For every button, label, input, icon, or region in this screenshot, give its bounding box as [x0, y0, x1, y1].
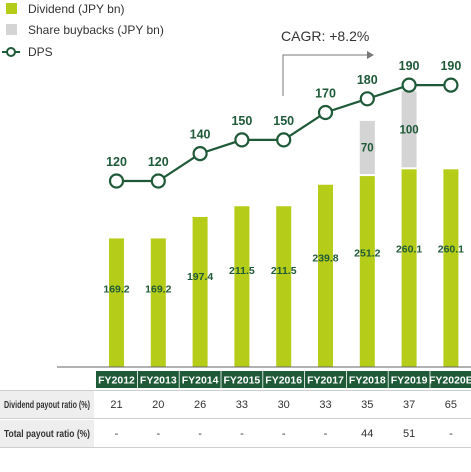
category-tick-label: FY2014 — [182, 375, 219, 387]
table-cell: 26 — [194, 399, 206, 411]
dividend-bar — [150, 238, 166, 367]
category-tick-bg — [221, 371, 263, 388]
category-tick-label: FY2017 — [307, 375, 344, 387]
legend-buyback-swatch — [6, 24, 17, 35]
dividend-bar — [234, 206, 250, 367]
table-cell: 20 — [152, 399, 164, 411]
category-tick-bg — [263, 371, 305, 388]
category-tick-bg — [96, 371, 137, 388]
dps-value-label: 140 — [190, 128, 211, 142]
buyback-value-label: 100 — [400, 124, 419, 136]
dividend-value-label: 197.4 — [187, 271, 213, 283]
dps-value-label: 170 — [315, 87, 336, 101]
table-cell: 65 — [445, 399, 457, 411]
table-cell: - — [156, 428, 160, 440]
cagr-label: CAGR: +8.2% — [281, 28, 369, 44]
table-row-label-bg — [0, 391, 94, 418]
cagr-bracket — [282, 54, 367, 96]
dps-point — [359, 91, 375, 107]
table-cell: - — [324, 428, 328, 440]
table-cell: 37 — [403, 399, 415, 411]
dps-value-label: 190 — [399, 59, 420, 73]
cagr-arrowhead — [367, 51, 374, 59]
dividend-bar — [318, 184, 333, 367]
category-tick-bg — [346, 371, 388, 388]
dps-value-label: 120 — [148, 155, 169, 169]
legend-buyback-label: Share buybacks (JPY bn) — [28, 23, 164, 37]
table-cell: 51 — [403, 428, 415, 440]
dps-point — [234, 132, 250, 148]
payout-table: Dividend payout ratio (%) 21 20 26 33 30 33 35 3… — [0, 390, 471, 448]
table-cell: 30 — [278, 399, 290, 411]
table-row-label: Dividend payout ratio (%) — [4, 399, 90, 411]
dividend-value-label: 211.5 — [271, 265, 297, 277]
legend-dividend-swatch — [6, 3, 17, 14]
dps-point — [317, 104, 334, 121]
dividend-value-label: 169.2 — [145, 283, 171, 295]
dps-value-label: 150 — [273, 114, 294, 128]
category-tick-label: FY2013 — [140, 375, 177, 387]
table-cell: - — [115, 428, 119, 440]
category-tick-label: FY2015 — [224, 375, 261, 387]
table-cell: 33 — [319, 399, 331, 411]
category-tick-bg — [137, 371, 179, 388]
legend-dps-marker — [6, 47, 16, 57]
table-row-label-bg — [0, 420, 94, 447]
table-cell: 35 — [361, 399, 373, 411]
dividend-value-label: 260.1 — [438, 243, 464, 255]
dps-point — [108, 173, 125, 189]
bars-group: 169.2 169.2 197.4 211.5 211.5 239.8 251.2 70 260… — [103, 91, 464, 367]
category-tick-bg — [305, 371, 346, 388]
dividend-value-label: 251.2 — [354, 247, 380, 259]
dividend-value-label: 211.5 — [229, 265, 255, 277]
dividend-value-label: 239.8 — [312, 252, 338, 264]
dps-point — [150, 173, 166, 189]
dps-point — [276, 132, 292, 148]
table-cell: 21 — [110, 399, 122, 411]
legend-dividend-label: Dividend (JPY bn) — [28, 2, 125, 16]
x-axis-ticks: FY2012 FY2013 FY2014 FY2015 FY2016 FY2017 FY20… — [96, 371, 471, 388]
legend-dps-label: DPS — [28, 45, 53, 59]
table-cell: 33 — [236, 399, 248, 411]
dividend-value-label: 260.1 — [396, 243, 422, 255]
dividend-bar — [443, 169, 459, 367]
buyback-value-label: 70 — [361, 142, 374, 154]
table-cell: - — [240, 428, 244, 440]
table-cell: - — [449, 428, 453, 440]
dps-value-label: 190 — [440, 59, 461, 73]
dividend-value-label: 169.2 — [103, 283, 129, 295]
category-tick-label: FY2018 — [349, 375, 386, 387]
category-tick-label: FY2012 — [98, 375, 135, 387]
dividend-bar — [109, 238, 124, 367]
category-tick-bg — [430, 371, 471, 388]
table-cell: - — [282, 428, 286, 440]
table-cell: 44 — [361, 428, 373, 440]
dividend-bar — [359, 176, 375, 367]
category-tick-label: FY2016 — [265, 375, 302, 387]
buyback-bar — [359, 120, 375, 175]
table-cell: - — [198, 428, 202, 440]
dps-point — [443, 77, 459, 93]
category-tick-label: FY2020E — [429, 375, 471, 387]
table-row-label: Total payout ratio (%) — [4, 428, 90, 440]
cagr-annotation: CAGR: +8.2% — [281, 28, 374, 96]
dps-point — [401, 77, 417, 93]
category-tick-bg — [388, 371, 430, 388]
legend: Dividend (JPY bn) Share buybacks (JPY bn… — [2, 2, 164, 59]
dps-value-label: 180 — [357, 73, 378, 87]
dividend-bar — [401, 169, 417, 367]
dps-value-label: 150 — [231, 114, 252, 128]
dps-line-group: 120 120 140 150 150 170 180 190 190 — [106, 59, 461, 189]
category-tick-bg — [179, 371, 221, 388]
dividend-bar — [276, 206, 292, 367]
buyback-bar — [401, 91, 417, 168]
dps-point — [192, 146, 208, 162]
dividend-bar — [192, 216, 208, 367]
category-tick-label: FY2019 — [391, 375, 428, 387]
dps-value-label: 120 — [106, 155, 127, 169]
